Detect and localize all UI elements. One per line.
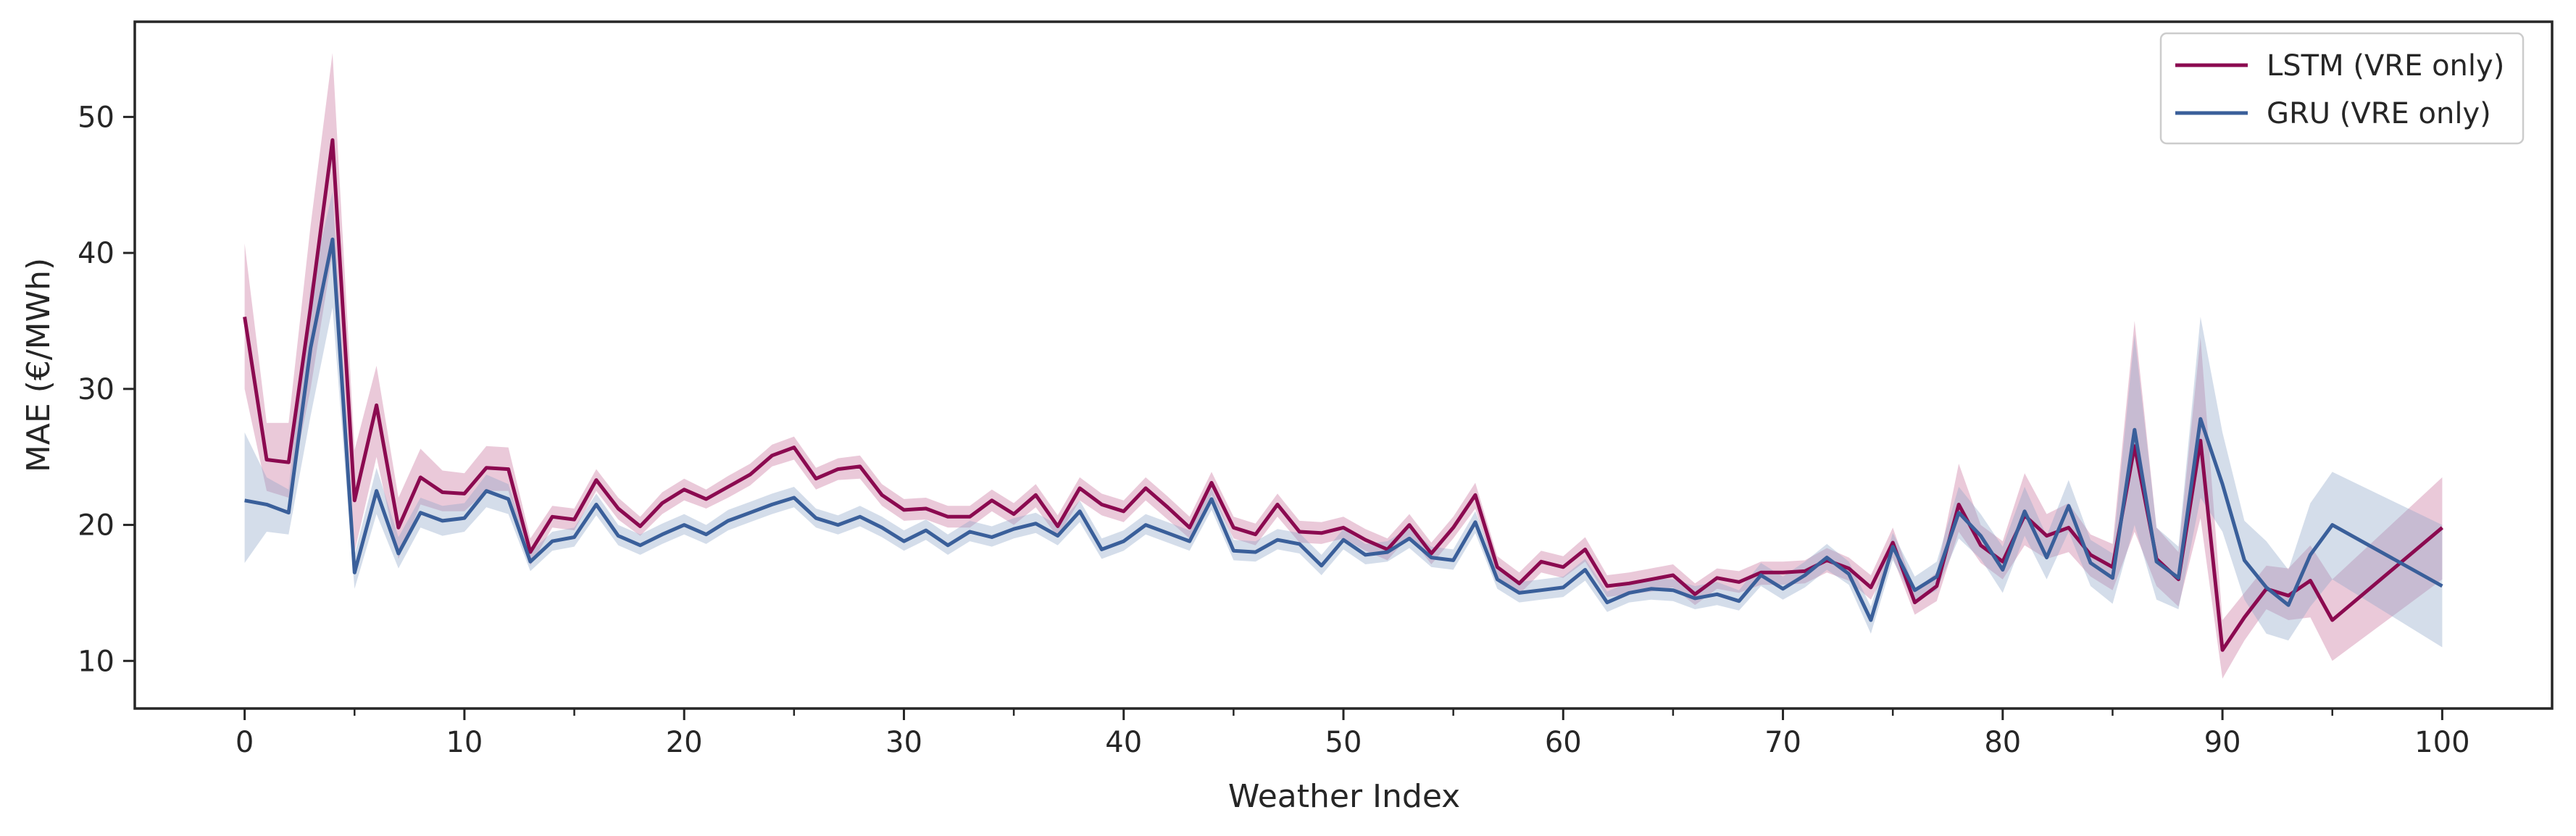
x-tick-label: 90 (2204, 726, 2241, 759)
x-tick-label: 60 (1545, 726, 1582, 759)
x-tick-label: 40 (1105, 726, 1142, 759)
legend-label-lstm: LSTM (VRE only) (2267, 49, 2504, 83)
y-tick-label: 40 (78, 237, 114, 270)
legend-box (2159, 32, 2525, 145)
x-tick-label: 10 (446, 726, 483, 759)
x-tick-label: 100 (2414, 726, 2469, 759)
confidence-bands (244, 53, 2443, 679)
legend-label-gru: GRU (VRE only) (2267, 97, 2491, 130)
y-tick-label: 50 (78, 101, 114, 134)
x-tick-label: 20 (666, 726, 703, 759)
x-tick-label: 0 (235, 726, 254, 759)
x-axis: 0 10 20 30 40 50 60 70 80 90 100 (235, 708, 2470, 759)
line-lstm (243, 138, 2444, 652)
y-tick-label: 30 (78, 373, 114, 406)
band-gru (244, 191, 2443, 648)
y-tick-label: 10 (78, 645, 114, 678)
y-axis: 10 20 30 40 50 (78, 101, 135, 678)
y-axis-label: MAE (€/MWh) (20, 258, 57, 472)
x-axis-label: Weather Index (1228, 778, 1460, 815)
x-tick-label: 30 (885, 726, 922, 759)
series-lines (243, 138, 2444, 652)
legend: LSTM (VRE only) GRU (VRE only) (2159, 32, 2525, 145)
x-tick-label: 70 (1764, 726, 1801, 759)
x-tick-label: 80 (1984, 726, 2021, 759)
x-tick-label: 50 (1325, 726, 1362, 759)
y-tick-label: 20 (78, 509, 114, 543)
line-gru (244, 237, 2443, 622)
